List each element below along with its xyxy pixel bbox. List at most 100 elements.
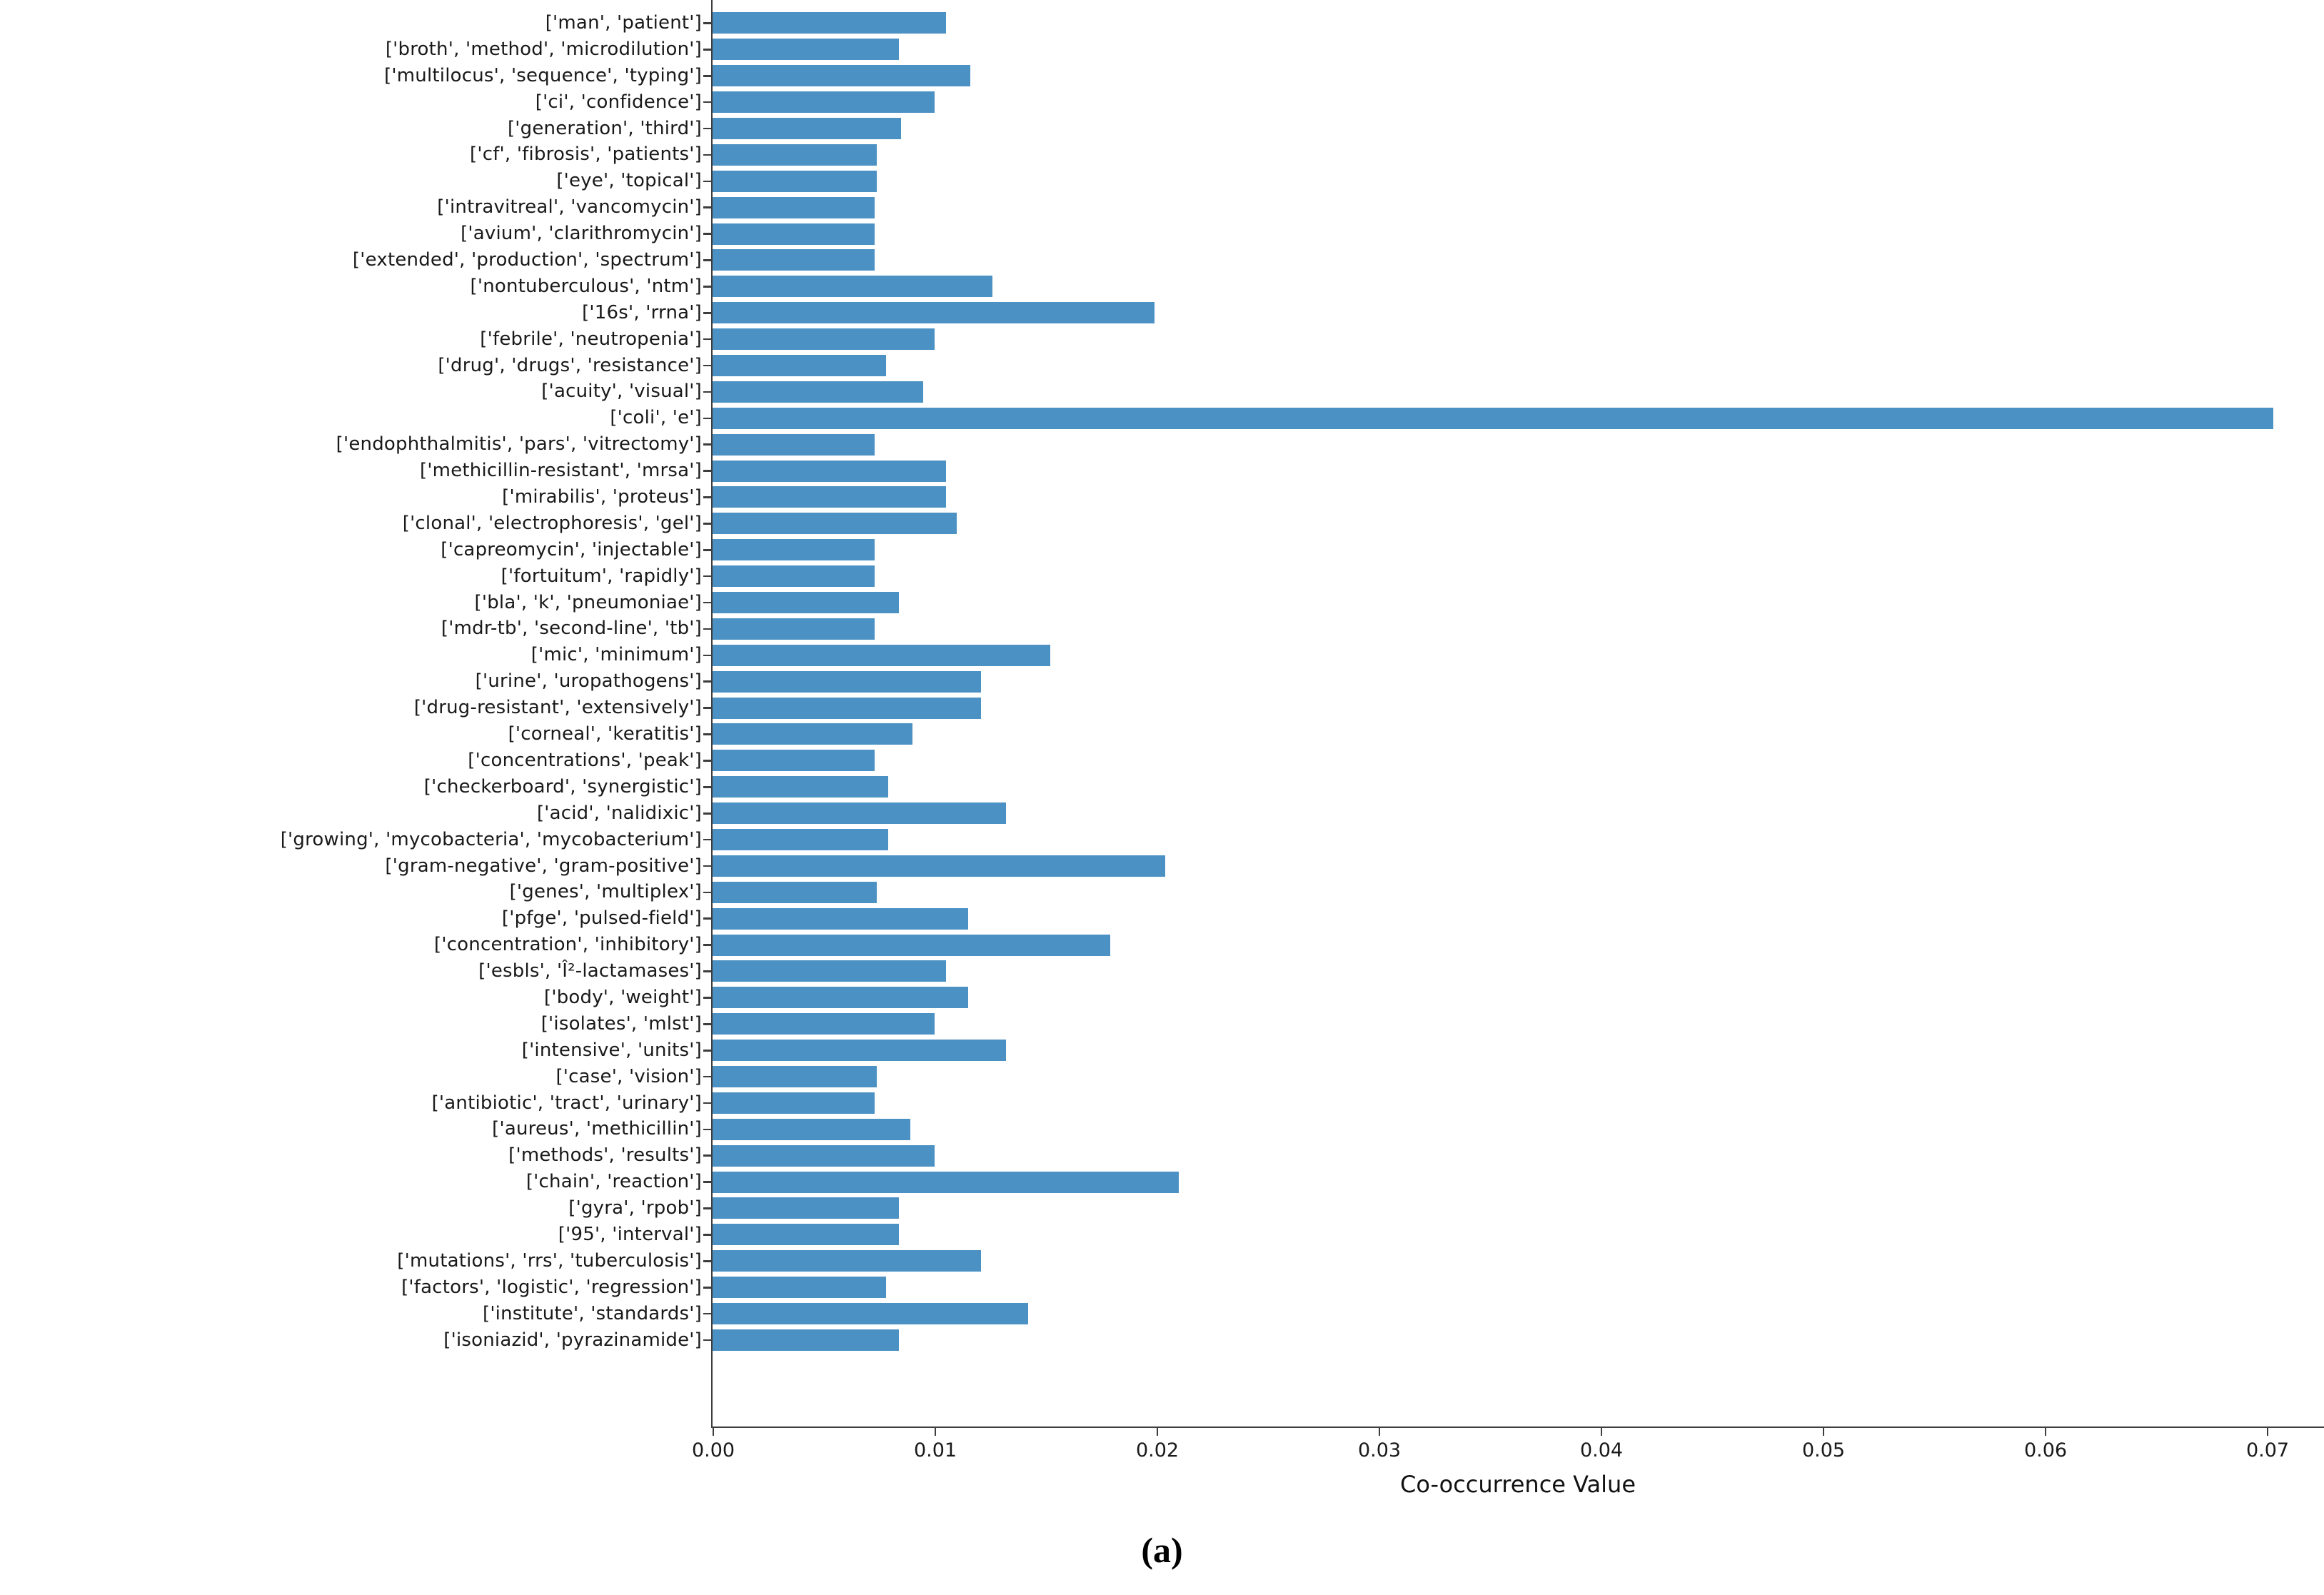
bar-row: ['corneal', 'keratitis'] [0, 721, 2324, 748]
y-tick-mark [703, 391, 711, 393]
y-tick-mark [703, 1181, 711, 1183]
bar [713, 776, 888, 798]
y-tick-mark [703, 311, 711, 314]
y-category-label: ['esbls', 'Î²-lactamases'] [478, 960, 702, 982]
y-tick-mark [703, 1049, 711, 1052]
bar-row: ['chain', 'reaction'] [0, 1169, 2324, 1195]
y-tick-mark [703, 286, 711, 288]
y-category-label: ['bla', 'k', 'pneumoniae'] [474, 591, 702, 613]
bar [713, 802, 1006, 825]
y-category-label: ['institute', 'standards'] [482, 1302, 702, 1324]
bar [713, 302, 1155, 324]
bar [713, 354, 886, 376]
bar-row: ['febrile', 'neutropenia'] [0, 326, 2324, 353]
y-category-label: ['95', 'interval'] [558, 1223, 702, 1245]
bar [713, 1224, 900, 1246]
x-tick-label: 0.01 [913, 1439, 957, 1461]
y-tick-mark [703, 101, 711, 104]
bar-row: ['cf', 'fibrosis', 'patients'] [0, 141, 2324, 168]
bar [713, 91, 935, 114]
y-category-label: ['genes', 'multiplex'] [509, 881, 702, 903]
bar-row: ['isoniazid', 'pyrazinamide'] [0, 1327, 2324, 1354]
y-category-label: ['nontuberculous', 'ntm'] [470, 275, 702, 297]
y-tick-mark [703, 760, 711, 762]
y-category-label: ['gram-negative', 'gram-positive'] [385, 855, 702, 877]
bar [713, 1197, 900, 1219]
bar-row: ['methicillin-resistant', 'mrsa'] [0, 458, 2324, 484]
bar [713, 249, 875, 271]
y-category-label: ['methicillin-resistant', 'mrsa'] [419, 460, 702, 482]
y-tick-mark [703, 49, 711, 51]
y-tick-mark [703, 1154, 711, 1157]
bar-row: ['mutations', 'rrs', 'tuberculosis'] [0, 1248, 2324, 1274]
y-category-label: ['mdr-tb', 'second-line', 'tb'] [441, 618, 702, 640]
y-tick-mark [703, 1128, 711, 1131]
x-axis-label: Co-occurrence Value [1399, 1471, 1636, 1498]
y-tick-mark [703, 1312, 711, 1315]
x-tick-mark [2044, 1428, 2047, 1436]
y-category-label: ['clonal', 'electrophoresis', 'gel'] [402, 512, 702, 534]
bar [713, 565, 875, 588]
y-tick-mark [703, 22, 711, 24]
y-category-label: ['methods', 'results'] [508, 1144, 702, 1167]
bar [713, 855, 1166, 877]
bar-row: ['mic', 'minimum'] [0, 642, 2324, 668]
bar [713, 12, 946, 34]
bar-row: ['16s', 'rrna'] [0, 300, 2324, 326]
bar [713, 750, 875, 772]
bar [713, 1329, 900, 1351]
y-category-label: ['gyra', 'rpob'] [568, 1197, 702, 1219]
y-category-label: ['antibiotic', 'tract', 'urinary'] [431, 1092, 702, 1114]
bar-row: ['drug', 'drugs', 'resistance'] [0, 353, 2324, 379]
y-category-label: ['acid', 'nalidixic'] [536, 802, 702, 824]
bar-row: ['mirabilis', 'proteus'] [0, 484, 2324, 510]
x-tick-label: 0.06 [2023, 1439, 2068, 1461]
bar [713, 1040, 1006, 1062]
y-category-label: ['intravitreal', 'vancomycin'] [437, 196, 702, 218]
bar-row: ['acid', 'nalidixic'] [0, 800, 2324, 827]
bar [713, 65, 970, 87]
bar [713, 460, 946, 482]
y-category-label: ['coli', 'e'] [610, 407, 702, 429]
x-tick-label: 0.03 [1357, 1439, 1402, 1461]
y-tick-mark [703, 838, 711, 841]
y-tick-mark [703, 970, 711, 972]
y-tick-mark [703, 364, 711, 367]
bar-row: ['pfge', 'pulsed-field'] [0, 905, 2324, 932]
y-category-label: ['case', 'vision'] [555, 1065, 702, 1087]
bar [713, 1144, 935, 1167]
y-category-label: ['growing', 'mycobacteria', 'mycobacteri… [280, 828, 702, 850]
bar [713, 644, 1050, 666]
y-tick-mark [703, 575, 711, 578]
y-tick-mark [703, 1286, 711, 1289]
y-axis-spine [710, 0, 713, 1428]
y-category-label: ['multilocus', 'sequence', 'typing'] [384, 64, 702, 86]
bar-row: ['gyra', 'rpob'] [0, 1195, 2324, 1222]
y-category-label: ['aureus', 'methicillin'] [492, 1118, 702, 1140]
bar-row: ['nontuberculous', 'ntm'] [0, 273, 2324, 300]
bar-row: ['bla', 'k', 'pneumoniae'] [0, 590, 2324, 616]
bar [713, 987, 968, 1009]
y-tick-mark [703, 417, 711, 420]
y-category-label: ['fortuitum', 'rapidly'] [500, 565, 702, 587]
bar [713, 1277, 886, 1299]
x-tick-label: 0.02 [1135, 1439, 1179, 1461]
y-tick-mark [703, 259, 711, 261]
y-category-label: ['mic', 'minimum'] [530, 644, 702, 666]
x-tick-mark [934, 1428, 937, 1436]
y-category-label: ['corneal', 'keratitis'] [508, 723, 702, 745]
y-tick-mark [703, 865, 711, 867]
bar-row: ['extended', 'production', 'spectrum'] [0, 247, 2324, 273]
y-category-label: ['eye', 'topical'] [556, 170, 702, 192]
y-tick-mark [703, 1339, 711, 1342]
x-tick-label: 0.04 [1579, 1439, 1624, 1461]
x-tick-mark [2266, 1428, 2269, 1436]
bar-row: ['multilocus', 'sequence', 'typing'] [0, 63, 2324, 89]
y-category-label: ['drug', 'drugs', 'resistance'] [438, 354, 702, 376]
bar-row: ['antibiotic', 'tract', 'urinary'] [0, 1090, 2324, 1117]
bar [713, 328, 935, 351]
bar [713, 697, 982, 719]
bar-row: ['95', 'interval'] [0, 1222, 2324, 1248]
bar [713, 1092, 875, 1114]
